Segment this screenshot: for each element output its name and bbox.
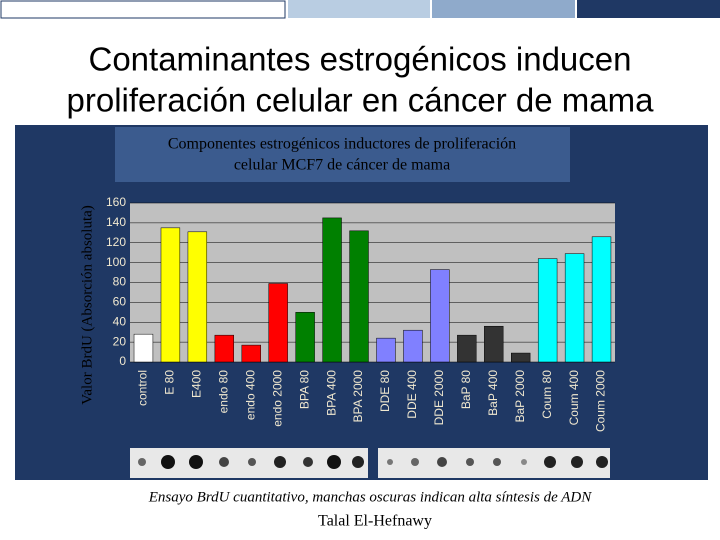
bar xyxy=(457,334,477,363)
y-tick-label: 80 xyxy=(113,275,127,289)
x-tick-label: Coum 80 xyxy=(540,370,554,419)
x-tick-label: endo 400 xyxy=(243,370,257,420)
spot xyxy=(138,458,146,466)
bar xyxy=(241,344,261,363)
bar xyxy=(187,231,208,363)
x-tick-label: DDE 80 xyxy=(378,370,392,412)
x-tick-label: Coum 400 xyxy=(567,370,581,426)
blot-strip xyxy=(130,448,610,478)
chart-title: celular MCF7 de cáncer de mama xyxy=(234,157,450,174)
bar xyxy=(268,283,288,363)
x-tick-label: BPA 2000 xyxy=(351,370,365,423)
bar xyxy=(214,334,234,363)
top-band xyxy=(432,0,575,18)
y-tick-label: 0 xyxy=(119,354,126,368)
spot xyxy=(493,458,501,466)
spot xyxy=(596,456,608,468)
caption: Ensayo BrdU cuantitativo, manchas oscura… xyxy=(148,489,592,505)
x-tick-label: endo 2000 xyxy=(270,370,284,427)
title: Contaminantes estrogénicos inducen xyxy=(88,41,631,78)
bar xyxy=(403,329,423,363)
top-band xyxy=(577,0,720,18)
x-tick-label: DDE 400 xyxy=(405,370,419,419)
x-tick-label: E 80 xyxy=(163,370,177,395)
bar xyxy=(349,230,369,363)
spot xyxy=(327,455,341,469)
x-tick-label: Coum 2000 xyxy=(594,370,608,432)
spot xyxy=(189,455,203,469)
bar xyxy=(295,312,315,363)
spot xyxy=(274,456,286,468)
y-tick-label: 160 xyxy=(106,195,126,209)
x-tick-label: BPA 400 xyxy=(324,370,338,416)
bar xyxy=(511,352,531,363)
bar xyxy=(430,269,450,363)
y-tick-label: 40 xyxy=(113,314,127,328)
y-axis-label: Valor BrdU (Absorción absoluta) xyxy=(79,205,95,405)
chart-title: Componentes estrogénicos inductores de p… xyxy=(168,136,516,153)
spot xyxy=(521,459,527,465)
spot xyxy=(411,458,419,466)
y-tick-label: 140 xyxy=(106,215,126,229)
x-tick-label: BaP 80 xyxy=(459,370,473,409)
spot xyxy=(437,457,447,467)
author: Talal El-Hefnawy xyxy=(318,513,432,530)
spot xyxy=(571,456,583,468)
x-tick-label: DDE 2000 xyxy=(432,370,446,426)
subtitle: proliferación celular en cáncer de mama xyxy=(67,82,655,119)
spot xyxy=(248,458,256,466)
top-band xyxy=(288,0,430,18)
top-box xyxy=(0,0,286,19)
spot xyxy=(387,459,393,465)
bar xyxy=(160,227,181,363)
spot xyxy=(352,456,364,468)
x-tick-label: BaP 400 xyxy=(486,370,500,416)
x-tick-label: BaP 2000 xyxy=(513,370,527,423)
bar xyxy=(537,258,558,363)
chart-panel xyxy=(15,125,100,480)
y-tick-label: 60 xyxy=(113,295,127,309)
bar xyxy=(322,217,342,363)
bar xyxy=(133,333,154,363)
y-tick-label: 100 xyxy=(106,255,126,269)
spot xyxy=(544,456,556,468)
spot xyxy=(303,457,313,467)
bar xyxy=(484,325,504,363)
x-tick-label: control xyxy=(136,370,150,406)
y-tick-label: 20 xyxy=(113,334,127,348)
bar xyxy=(564,253,585,363)
spot xyxy=(466,458,474,466)
bar xyxy=(591,236,612,363)
y-tick-label: 120 xyxy=(106,235,126,249)
x-tick-label: E400 xyxy=(190,370,204,398)
bar xyxy=(376,337,396,363)
x-tick-label: endo 80 xyxy=(216,370,230,414)
spot xyxy=(219,457,229,467)
spot xyxy=(161,455,175,469)
x-tick-label: BPA 80 xyxy=(297,370,311,409)
chart-title-box xyxy=(115,127,570,182)
